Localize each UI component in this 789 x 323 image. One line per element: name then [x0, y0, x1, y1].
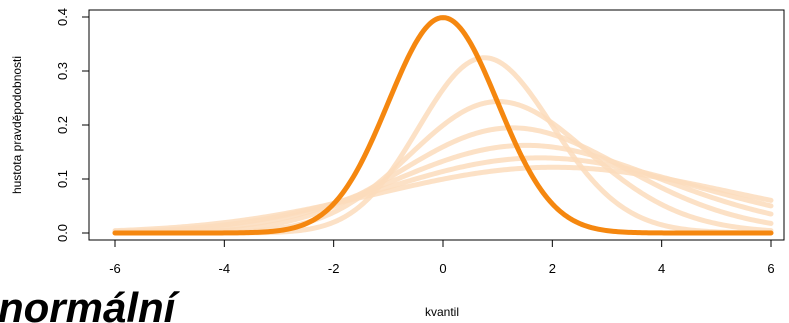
y-tick-label: 0.2: [55, 116, 70, 134]
y-tick-label: 0.4: [55, 8, 70, 26]
overlay-title: normální: [0, 284, 181, 323]
x-tick-label: 4: [658, 261, 665, 276]
x-tick-label: 2: [549, 261, 556, 276]
faded-density-curve-4: [112, 142, 774, 236]
x-axis-title: kvantil: [425, 305, 459, 319]
faded-density-curve-6: [112, 164, 774, 234]
x-tick-label: -4: [219, 261, 231, 276]
faded-density-curve-3: [112, 125, 774, 236]
y-axis-title: hustota pravděpodobnosti: [10, 56, 24, 194]
y-tick-label: 0.1: [55, 170, 70, 188]
plot-frame: [88, 9, 785, 241]
highlighted-series-group: [112, 15, 774, 236]
y-axis: 0.0 0.1 0.2 0.3 0.4: [55, 8, 90, 242]
y-tick-label: 0.0: [55, 224, 70, 242]
faded-density-curve-2: [112, 99, 774, 236]
x-tick-label: -2: [328, 261, 340, 276]
faded-series-group: [112, 55, 774, 236]
x-tick-label: 6: [767, 261, 774, 276]
x-axis: -6 -4 -2 0 2 4 6: [109, 239, 775, 276]
y-tick-label: 0.3: [55, 62, 70, 80]
highlighted-density-curve: [112, 15, 774, 236]
x-tick-label: -6: [109, 261, 121, 276]
x-tick-label: 0: [439, 261, 446, 276]
